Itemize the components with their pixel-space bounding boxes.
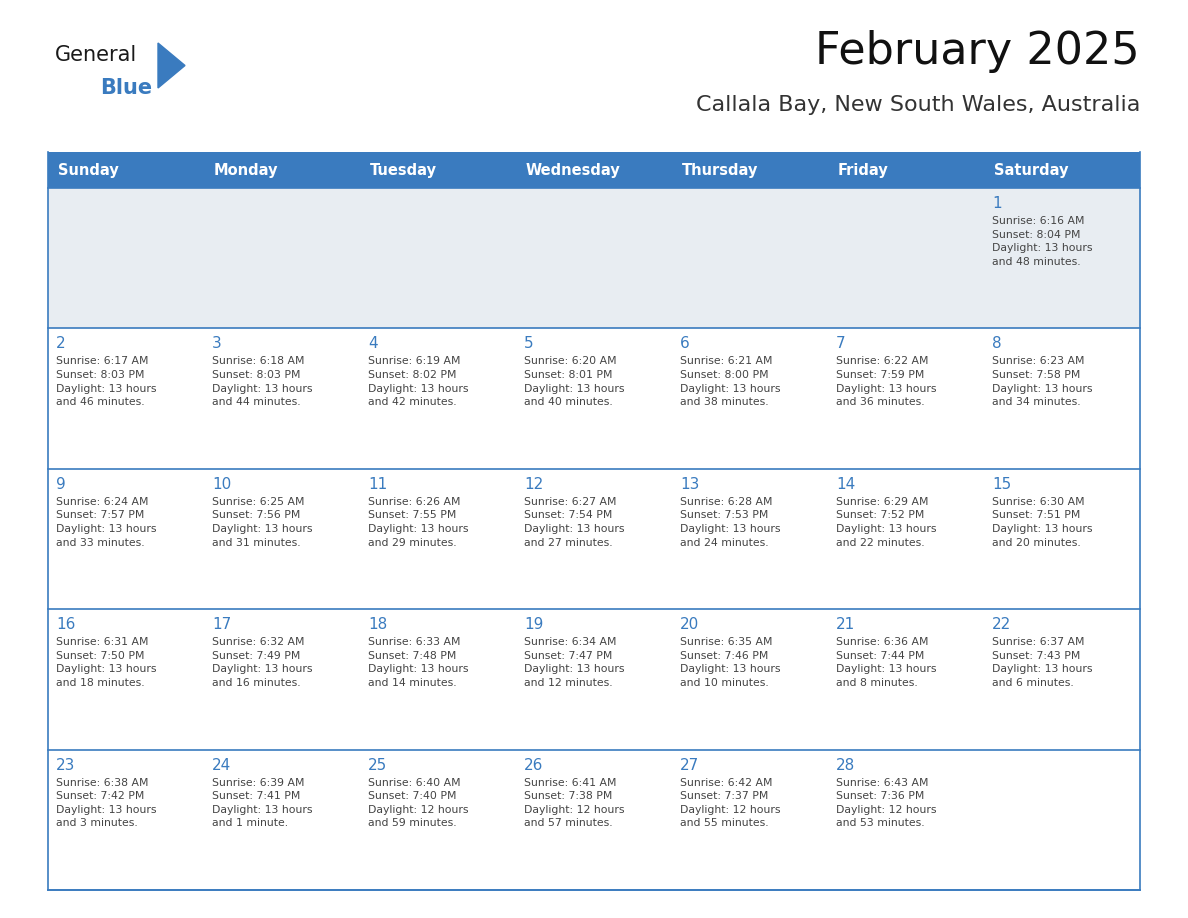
Text: Sunrise: 6:43 AM
Sunset: 7:36 PM
Daylight: 12 hours
and 53 minutes.: Sunrise: 6:43 AM Sunset: 7:36 PM Dayligh… [836,778,936,828]
Text: Sunrise: 6:20 AM
Sunset: 8:01 PM
Daylight: 13 hours
and 40 minutes.: Sunrise: 6:20 AM Sunset: 8:01 PM Dayligh… [524,356,625,408]
Text: Sunday: Sunday [58,162,119,177]
Text: Tuesday: Tuesday [369,162,437,177]
Bar [516,750,672,890]
Bar [48,750,204,890]
Text: Sunrise: 6:41 AM
Sunset: 7:38 PM
Daylight: 12 hours
and 57 minutes.: Sunrise: 6:41 AM Sunset: 7:38 PM Dayligh… [524,778,625,828]
Text: Saturday: Saturday [994,162,1068,177]
Bar [516,469,672,610]
Text: Sunrise: 6:31 AM
Sunset: 7:50 PM
Daylight: 13 hours
and 18 minutes.: Sunrise: 6:31 AM Sunset: 7:50 PM Dayligh… [56,637,157,688]
Text: Sunrise: 6:32 AM
Sunset: 7:49 PM
Daylight: 13 hours
and 16 minutes.: Sunrise: 6:32 AM Sunset: 7:49 PM Dayligh… [211,637,312,688]
Text: Sunrise: 6:17 AM
Sunset: 8:03 PM
Daylight: 13 hours
and 46 minutes.: Sunrise: 6:17 AM Sunset: 8:03 PM Dayligh… [56,356,157,408]
Text: Sunrise: 6:42 AM
Sunset: 7:37 PM
Daylight: 12 hours
and 55 minutes.: Sunrise: 6:42 AM Sunset: 7:37 PM Dayligh… [680,778,781,828]
Text: 3: 3 [211,336,222,352]
Bar [204,750,360,890]
Text: 15: 15 [992,476,1011,492]
Text: 1: 1 [992,196,1001,211]
Bar [672,469,828,610]
Text: 2: 2 [56,336,65,352]
Text: Callala Bay, New South Wales, Australia: Callala Bay, New South Wales, Australia [696,95,1140,115]
Text: 6: 6 [680,336,690,352]
Text: 16: 16 [56,617,75,633]
Text: Sunrise: 6:24 AM
Sunset: 7:57 PM
Daylight: 13 hours
and 33 minutes.: Sunrise: 6:24 AM Sunset: 7:57 PM Dayligh… [56,497,157,548]
Text: 21: 21 [836,617,855,633]
Text: Sunrise: 6:27 AM
Sunset: 7:54 PM
Daylight: 13 hours
and 27 minutes.: Sunrise: 6:27 AM Sunset: 7:54 PM Dayligh… [524,497,625,548]
Bar [984,329,1140,469]
Text: Sunrise: 6:18 AM
Sunset: 8:03 PM
Daylight: 13 hours
and 44 minutes.: Sunrise: 6:18 AM Sunset: 8:03 PM Dayligh… [211,356,312,408]
Text: Sunrise: 6:29 AM
Sunset: 7:52 PM
Daylight: 13 hours
and 22 minutes.: Sunrise: 6:29 AM Sunset: 7:52 PM Dayligh… [836,497,936,548]
Bar [672,329,828,469]
Text: 24: 24 [211,757,232,773]
Bar [48,188,1140,329]
Text: February 2025: February 2025 [815,30,1140,73]
Bar [360,329,516,469]
Text: 25: 25 [368,757,387,773]
Text: 23: 23 [56,757,75,773]
Text: 19: 19 [524,617,543,633]
Text: Blue: Blue [100,78,152,98]
Bar [984,469,1140,610]
Polygon shape [158,43,185,88]
Text: Friday: Friday [838,162,889,177]
Text: Sunrise: 6:22 AM
Sunset: 7:59 PM
Daylight: 13 hours
and 36 minutes.: Sunrise: 6:22 AM Sunset: 7:59 PM Dayligh… [836,356,936,408]
Bar [516,610,672,750]
Text: Sunrise: 6:16 AM
Sunset: 8:04 PM
Daylight: 13 hours
and 48 minutes.: Sunrise: 6:16 AM Sunset: 8:04 PM Dayligh… [992,216,1093,267]
Text: 12: 12 [524,476,543,492]
Text: 26: 26 [524,757,543,773]
Text: Sunrise: 6:40 AM
Sunset: 7:40 PM
Daylight: 12 hours
and 59 minutes.: Sunrise: 6:40 AM Sunset: 7:40 PM Dayligh… [368,778,468,828]
Bar [672,610,828,750]
Text: Sunrise: 6:34 AM
Sunset: 7:47 PM
Daylight: 13 hours
and 12 minutes.: Sunrise: 6:34 AM Sunset: 7:47 PM Dayligh… [524,637,625,688]
Text: 18: 18 [368,617,387,633]
Text: Sunrise: 6:25 AM
Sunset: 7:56 PM
Daylight: 13 hours
and 31 minutes.: Sunrise: 6:25 AM Sunset: 7:56 PM Dayligh… [211,497,312,548]
Text: Sunrise: 6:21 AM
Sunset: 8:00 PM
Daylight: 13 hours
and 38 minutes.: Sunrise: 6:21 AM Sunset: 8:00 PM Dayligh… [680,356,781,408]
Text: 9: 9 [56,476,65,492]
Text: Sunrise: 6:39 AM
Sunset: 7:41 PM
Daylight: 13 hours
and 1 minute.: Sunrise: 6:39 AM Sunset: 7:41 PM Dayligh… [211,778,312,828]
Text: Sunrise: 6:33 AM
Sunset: 7:48 PM
Daylight: 13 hours
and 14 minutes.: Sunrise: 6:33 AM Sunset: 7:48 PM Dayligh… [368,637,468,688]
Text: 17: 17 [211,617,232,633]
Text: 4: 4 [368,336,378,352]
Bar [984,750,1140,890]
Bar [48,469,204,610]
Text: Sunrise: 6:37 AM
Sunset: 7:43 PM
Daylight: 13 hours
and 6 minutes.: Sunrise: 6:37 AM Sunset: 7:43 PM Dayligh… [992,637,1093,688]
Bar [48,152,1140,188]
Text: Sunrise: 6:36 AM
Sunset: 7:44 PM
Daylight: 13 hours
and 8 minutes.: Sunrise: 6:36 AM Sunset: 7:44 PM Dayligh… [836,637,936,688]
Bar [360,469,516,610]
Text: 5: 5 [524,336,533,352]
Text: 10: 10 [211,476,232,492]
Bar [204,469,360,610]
Text: Monday: Monday [214,162,278,177]
Bar [828,329,984,469]
Text: 14: 14 [836,476,855,492]
Bar [516,329,672,469]
Bar [48,610,204,750]
Text: 28: 28 [836,757,855,773]
Text: 13: 13 [680,476,700,492]
Bar [828,610,984,750]
Text: Sunrise: 6:38 AM
Sunset: 7:42 PM
Daylight: 13 hours
and 3 minutes.: Sunrise: 6:38 AM Sunset: 7:42 PM Dayligh… [56,778,157,828]
Text: General: General [55,45,138,65]
Bar [360,610,516,750]
Bar [828,469,984,610]
Bar [204,329,360,469]
Text: Sunrise: 6:26 AM
Sunset: 7:55 PM
Daylight: 13 hours
and 29 minutes.: Sunrise: 6:26 AM Sunset: 7:55 PM Dayligh… [368,497,468,548]
Bar [360,750,516,890]
Text: Wednesday: Wednesday [526,162,621,177]
Text: Thursday: Thursday [682,162,758,177]
Text: 11: 11 [368,476,387,492]
Text: 27: 27 [680,757,700,773]
Bar [828,750,984,890]
Text: 20: 20 [680,617,700,633]
Text: Sunrise: 6:30 AM
Sunset: 7:51 PM
Daylight: 13 hours
and 20 minutes.: Sunrise: 6:30 AM Sunset: 7:51 PM Dayligh… [992,497,1093,548]
Text: Sunrise: 6:28 AM
Sunset: 7:53 PM
Daylight: 13 hours
and 24 minutes.: Sunrise: 6:28 AM Sunset: 7:53 PM Dayligh… [680,497,781,548]
Bar [672,750,828,890]
Bar [204,610,360,750]
Text: 7: 7 [836,336,846,352]
Text: Sunrise: 6:35 AM
Sunset: 7:46 PM
Daylight: 13 hours
and 10 minutes.: Sunrise: 6:35 AM Sunset: 7:46 PM Dayligh… [680,637,781,688]
Bar [48,329,204,469]
Text: 8: 8 [992,336,1001,352]
Text: Sunrise: 6:19 AM
Sunset: 8:02 PM
Daylight: 13 hours
and 42 minutes.: Sunrise: 6:19 AM Sunset: 8:02 PM Dayligh… [368,356,468,408]
Text: 22: 22 [992,617,1011,633]
Text: Sunrise: 6:23 AM
Sunset: 7:58 PM
Daylight: 13 hours
and 34 minutes.: Sunrise: 6:23 AM Sunset: 7:58 PM Dayligh… [992,356,1093,408]
Bar [984,610,1140,750]
